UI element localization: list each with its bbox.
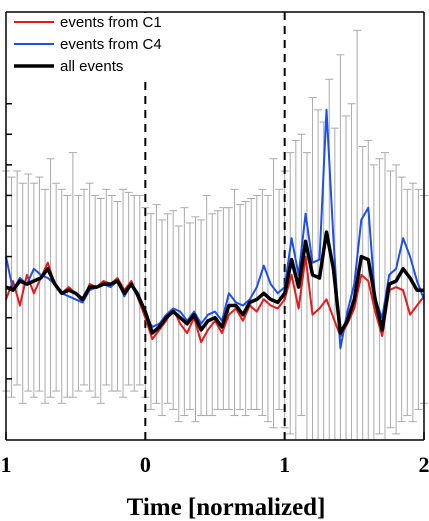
x-tick-label-0: 1 [1,452,12,477]
reference-line-group [144,12,286,440]
x-axis-label: Time [normalized] [127,494,326,521]
series-line-c4 [5,108,425,350]
errorbar-group [2,29,428,441]
x-tick-label-3: 2 [419,452,429,477]
legend: events from C1 events from C4 all events [7,13,182,77]
legend-label-c1: events from C1 [60,14,162,31]
x-tick-label-1: 0 [140,452,151,477]
series-line-c1 [5,255,425,344]
legend-label-c4: events from C4 [60,36,162,53]
series-line-all [5,230,424,335]
tick-group: 1 0 1 2 [1,102,429,477]
legend-label-all: all events [60,58,123,75]
x-tick-label-2: 1 [279,452,290,477]
series-group [5,108,425,350]
